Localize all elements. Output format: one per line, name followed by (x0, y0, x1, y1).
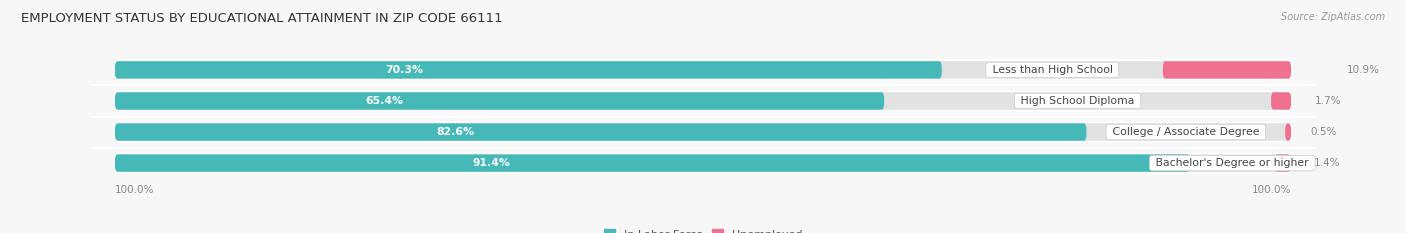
FancyBboxPatch shape (115, 60, 1291, 79)
Text: 100.0%: 100.0% (115, 185, 155, 195)
Text: 100.0%: 100.0% (1251, 185, 1291, 195)
Text: College / Associate Degree: College / Associate Degree (1109, 127, 1263, 137)
FancyBboxPatch shape (115, 123, 1087, 141)
Text: High School Diploma: High School Diploma (1017, 96, 1137, 106)
FancyBboxPatch shape (115, 154, 1189, 172)
FancyBboxPatch shape (115, 61, 942, 79)
FancyBboxPatch shape (1271, 92, 1291, 110)
FancyBboxPatch shape (115, 154, 1291, 173)
Text: Bachelor's Degree or higher: Bachelor's Degree or higher (1152, 158, 1312, 168)
Text: 70.3%: 70.3% (385, 65, 423, 75)
FancyBboxPatch shape (115, 92, 884, 110)
Text: 0.5%: 0.5% (1310, 127, 1337, 137)
FancyBboxPatch shape (1275, 154, 1291, 172)
FancyBboxPatch shape (115, 122, 1291, 142)
Text: Source: ZipAtlas.com: Source: ZipAtlas.com (1281, 12, 1385, 22)
Text: 65.4%: 65.4% (366, 96, 404, 106)
FancyBboxPatch shape (1163, 61, 1291, 79)
FancyBboxPatch shape (1285, 123, 1291, 141)
FancyBboxPatch shape (115, 91, 1291, 111)
Text: 82.6%: 82.6% (436, 127, 474, 137)
Text: 1.7%: 1.7% (1315, 96, 1341, 106)
Text: EMPLOYMENT STATUS BY EDUCATIONAL ATTAINMENT IN ZIP CODE 66111: EMPLOYMENT STATUS BY EDUCATIONAL ATTAINM… (21, 12, 503, 25)
Text: Less than High School: Less than High School (988, 65, 1116, 75)
Text: 91.4%: 91.4% (472, 158, 510, 168)
Text: 1.4%: 1.4% (1313, 158, 1340, 168)
Legend: In Labor Force, Unemployed: In Labor Force, Unemployed (599, 225, 807, 233)
Text: 10.9%: 10.9% (1347, 65, 1381, 75)
